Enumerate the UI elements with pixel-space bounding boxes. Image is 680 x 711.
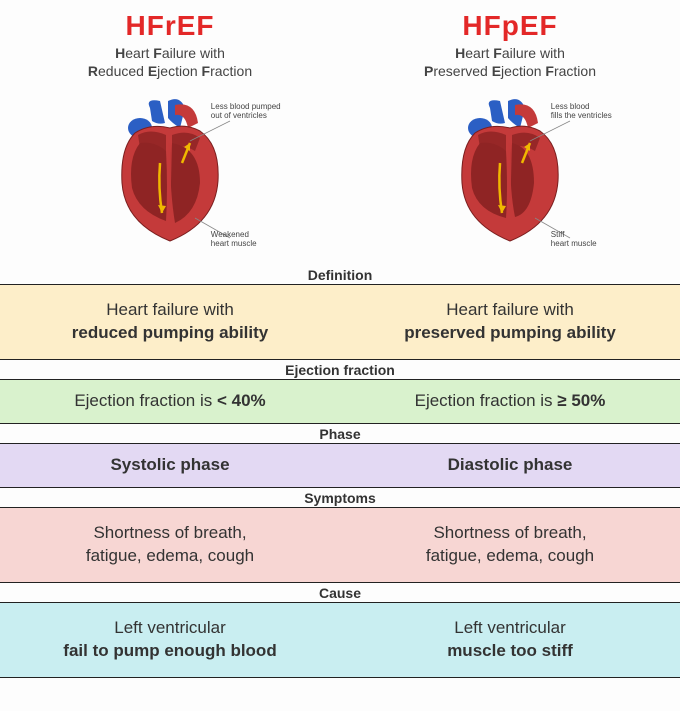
section-header-1: Ejection fraction [0,360,680,380]
label-right-bottom: Stiffheart muscle [551,231,597,249]
cell-right-1: Ejection fraction is ≥ 50% [340,380,680,423]
cell-left-1: Ejection fraction is < 40% [0,380,340,423]
header-left: HFrEF Heart Failure withReduced Ejection… [0,10,340,80]
left-abbrev: HFrEF [0,10,340,42]
section-row-0: Heart failure withreduced pumping abilit… [0,285,680,360]
cell-right-3: Shortness of breath,fatigue, edema, coug… [340,508,680,582]
right-abbrev: HFpEF [340,10,680,42]
section-header-2: Phase [0,424,680,444]
cell-left-3: Shortness of breath,fatigue, edema, coug… [0,508,340,582]
header-right: HFpEF Heart Failure withPreserved Ejecti… [340,10,680,80]
section-header-0: Definition [0,265,680,285]
label-right-top: Less bloodfills the ventricles [551,103,612,121]
right-fullname: Heart Failure withPreserved Ejection Fra… [340,44,680,80]
comparison-infographic: HFrEF Heart Failure withReduced Ejection… [0,0,680,711]
left-fullname: Heart Failure withReduced Ejection Fract… [0,44,340,80]
header-row: HFrEF Heart Failure withReduced Ejection… [0,0,680,80]
diagram-row: Less blood pumpedout of ventricles Weake… [0,80,680,265]
cell-right-2: Diastolic phase [340,444,680,487]
label-left-top: Less blood pumpedout of ventricles [211,103,281,121]
cell-left-2: Systolic phase [0,444,340,487]
label-left-bottom: Weakenedheart muscle [211,231,257,249]
sections-container: DefinitionHeart failure withreduced pump… [0,265,680,678]
diagram-right: Less bloodfills the ventricles Stiffhear… [340,85,680,260]
cell-left-0: Heart failure withreduced pumping abilit… [0,285,340,359]
section-row-4: Left ventricularfail to pump enough bloo… [0,603,680,678]
cell-right-0: Heart failure withpreserved pumping abil… [340,285,680,359]
section-header-4: Cause [0,583,680,603]
section-header-3: Symptoms [0,488,680,508]
section-row-1: Ejection fraction is < 40%Ejection fract… [0,380,680,424]
diagram-left: Less blood pumpedout of ventricles Weake… [0,85,340,260]
cell-right-4: Left ventricularmuscle too stiff [340,603,680,677]
section-row-2: Systolic phaseDiastolic phase [0,444,680,488]
cell-left-4: Left ventricularfail to pump enough bloo… [0,603,340,677]
section-row-3: Shortness of breath,fatigue, edema, coug… [0,508,680,583]
